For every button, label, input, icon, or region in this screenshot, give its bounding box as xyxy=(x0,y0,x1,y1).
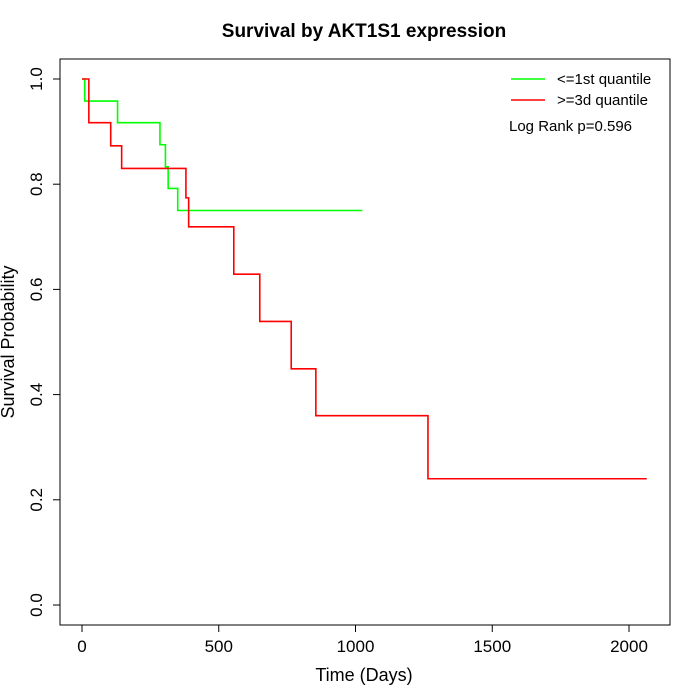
series-layer xyxy=(82,78,647,480)
y-axis: 0.0 0.2 0.4 0.6 0.8 1.0 xyxy=(27,67,61,617)
y-axis-label: Survival Probability xyxy=(0,265,18,418)
log-rank-annotation: Log Rank p=0.596 xyxy=(509,118,632,135)
survival-curve-low xyxy=(82,78,363,212)
x-tick-label: 1500 xyxy=(473,637,511,656)
legend: <=1st quantile >=3d quantile xyxy=(511,71,651,109)
survival-curve-high xyxy=(82,78,647,480)
legend-label-high: >=3d quantile xyxy=(557,92,648,109)
x-axis: 0 500 1000 1500 2000 xyxy=(77,624,648,656)
x-axis-label: Time (Days) xyxy=(315,665,412,685)
plot-frame xyxy=(59,58,671,626)
y-tick-label: 0.0 xyxy=(27,593,46,617)
x-tick-label: 1000 xyxy=(337,637,375,656)
y-tick-label: 1.0 xyxy=(27,67,46,91)
y-tick-label: 0.8 xyxy=(27,172,46,196)
chart-title: Survival by AKT1S1 expression xyxy=(222,21,506,42)
legend-label-low: <=1st quantile xyxy=(557,71,651,88)
y-tick-label: 0.4 xyxy=(27,383,46,407)
y-tick-label: 0.6 xyxy=(27,278,46,302)
x-tick-label: 2000 xyxy=(610,637,648,656)
x-tick-label: 0 xyxy=(77,637,86,656)
y-tick-label: 0.2 xyxy=(27,488,46,512)
x-tick-label: 500 xyxy=(205,637,233,656)
